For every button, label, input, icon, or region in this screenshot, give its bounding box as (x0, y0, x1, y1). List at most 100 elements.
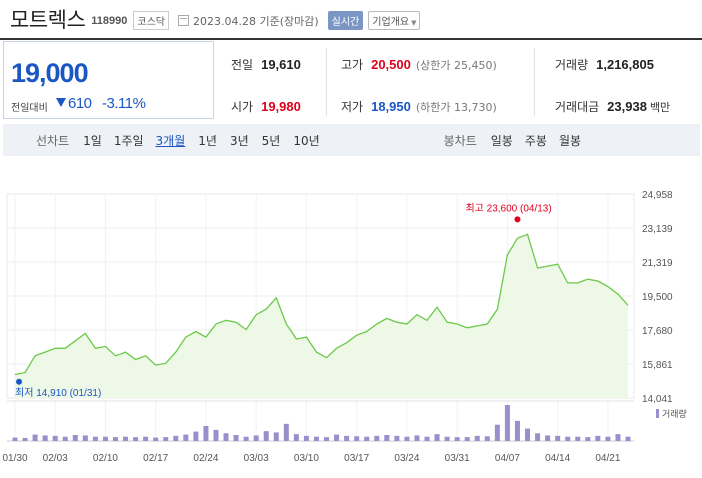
period-1y[interactable]: 1년 (198, 133, 217, 148)
period-selector: 선차트 1일 1주일 3개월 1년 3년 5년 10년 봉차트 일봉 주봉 월봉 (3, 124, 700, 156)
candle-weekly[interactable]: 주봉 (524, 133, 547, 148)
volume-bar (243, 436, 249, 441)
change-value: 610 (68, 95, 92, 112)
divider (326, 48, 327, 116)
open-label: 시가 (231, 100, 254, 114)
volume-bar (313, 436, 319, 441)
volume-bar (213, 429, 219, 441)
volume-bar (354, 436, 360, 441)
period-3y[interactable]: 3년 (229, 133, 249, 148)
x-tick-label: 03/31 (445, 453, 470, 464)
volume-bar (233, 435, 239, 441)
volume-bar (193, 431, 199, 441)
period-5y[interactable]: 5년 (261, 133, 281, 148)
volume-bar (183, 434, 189, 441)
market-badge: 코스닥 (133, 11, 169, 30)
period-1d[interactable]: 1일 (83, 133, 102, 148)
x-tick-label: 02/10 (93, 453, 118, 464)
x-tick-label: 04/21 (595, 453, 620, 464)
volume-bar (605, 436, 611, 441)
volume-bar (92, 436, 98, 441)
volume-bar (555, 435, 561, 441)
volume-bar (273, 432, 279, 441)
volume-bar (344, 435, 350, 441)
y-tick-label: 24,958 (642, 190, 673, 201)
low-label: 최저 14,910 (01/31) (15, 387, 101, 399)
calendar-icon (178, 15, 189, 26)
date-text: 2023.04.28 기준(장마감) (193, 14, 319, 28)
stock-header: 모트렉스 118990 코스닥 2023.04.28 기준(장마감) 실시간 기… (0, 0, 702, 38)
down-triangle-icon (56, 98, 66, 107)
y-tick-label: 21,319 (642, 258, 673, 269)
y-tick-label: 23,139 (642, 224, 673, 235)
volume-bar (32, 434, 38, 441)
volume-bar (203, 426, 209, 441)
line-chart-label: 선차트 (36, 133, 70, 148)
volume-bar (223, 433, 229, 441)
y-tick-label: 14,041 (642, 394, 673, 405)
volume-bar (535, 433, 541, 441)
volume-bar (283, 423, 289, 441)
price-chart-svg: 24,958 23,139 21,319 19,500 17,680 15,861 14,0… (2, 190, 687, 464)
x-tick-label: 03/10 (294, 453, 319, 464)
y-tick-label: 17,680 (642, 326, 673, 337)
volume-legend-label: 거래량 (662, 408, 687, 419)
company-name: 모트렉스 (10, 8, 86, 32)
volume-label: 거래량 (555, 58, 589, 72)
volume-bar (394, 435, 400, 441)
high-value: 20,500 (371, 57, 411, 72)
volume-bar (374, 435, 380, 441)
high-price: 고가 20,500 (상한가 25,450) (341, 56, 497, 73)
volume-bar (484, 436, 490, 441)
volume-bar (615, 434, 621, 441)
low-value: 18,950 (371, 99, 411, 114)
low-label: 저가 (341, 100, 364, 114)
volume-bar (133, 437, 139, 441)
candle-monthly[interactable]: 월봉 (558, 133, 582, 148)
volume-legend-swatch (656, 409, 659, 418)
price-line (14, 233, 629, 376)
y-tick-label: 15,861 (642, 360, 673, 371)
volume-bar (62, 436, 68, 441)
volume-bar (253, 435, 259, 441)
volume-bar (504, 405, 510, 441)
volume-bar (585, 437, 591, 441)
volume: 거래량 1,216,805 (555, 56, 654, 73)
price-chart: 24,958 23,139 21,319 19,500 17,680 15,861 14,0… (0, 180, 702, 478)
open-price: 시가 19,980 (231, 98, 301, 115)
volume-bar (434, 434, 440, 441)
current-price-box: 19,000 전일대비 610 -3.11% (3, 41, 214, 119)
volume-bar (22, 438, 28, 441)
volume-bar (82, 435, 88, 441)
volume-bar (565, 436, 571, 441)
volume-bar (424, 436, 430, 441)
trade-value-unit: 백만 (649, 101, 671, 114)
x-tick-label: 01/30 (2, 453, 27, 464)
volume-bar (494, 424, 500, 441)
volume-bar (454, 437, 460, 441)
company-overview-dropdown[interactable]: 기업개요 ▼ (368, 11, 421, 30)
prev-close-value: 19,610 (261, 57, 301, 72)
volume-bar (595, 435, 601, 441)
volume-bar (414, 435, 420, 441)
period-1w[interactable]: 1주일 (113, 133, 144, 148)
period-3m[interactable]: 3개월 (155, 133, 186, 148)
change-percent: -3.11% (102, 95, 146, 112)
volume-bar (153, 437, 159, 441)
upper-limit: (상한가 25,450) (415, 59, 497, 72)
current-price: 19,000 (11, 58, 89, 88)
volume-bar (72, 435, 78, 441)
volume-bar (143, 436, 149, 441)
x-tick-label: 02/17 (143, 453, 168, 464)
volume-bar (112, 437, 118, 441)
volume-bar (123, 436, 129, 441)
volume-bar (12, 437, 18, 441)
x-tick-label: 04/14 (545, 453, 570, 464)
volume-bar (545, 435, 551, 441)
realtime-button[interactable]: 실시간 (327, 11, 364, 30)
volume-bar (334, 434, 340, 441)
volume-bar (364, 436, 370, 441)
candle-daily[interactable]: 일봉 (490, 133, 513, 148)
volume-bar (444, 436, 450, 441)
period-10y[interactable]: 10년 (293, 133, 320, 148)
